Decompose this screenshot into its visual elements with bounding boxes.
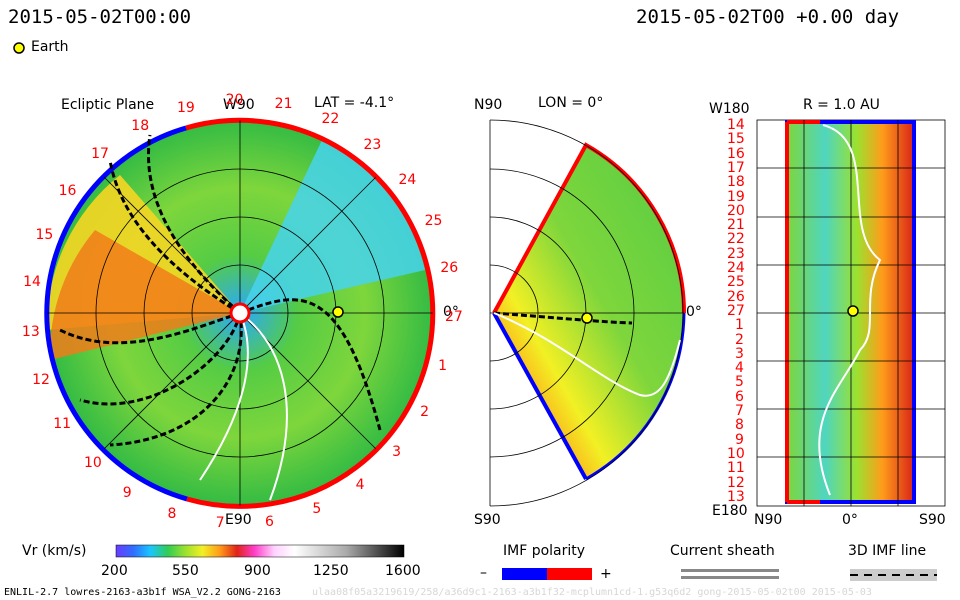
ecliptic-rotation-number: 7 (215, 515, 225, 532)
current-sheath-title: Current sheath (670, 543, 775, 559)
radial-rotation-number: 21 (727, 217, 745, 234)
vr-tick-550: 550 (172, 563, 199, 579)
radial-rotation-number: 25 (727, 274, 745, 291)
radial-rotation-number: 24 (727, 260, 745, 276)
ecliptic-rotation-number: 18 (131, 117, 150, 134)
vr-tick-1250: 1250 (313, 563, 349, 579)
radial-rotation-number: 5 (735, 374, 744, 391)
run-id: ulaa08f05a3219619/258/a36d9c1-2163-a3b1f… (312, 587, 872, 598)
ecliptic-rotation-number: 6 (264, 513, 274, 530)
ecliptic-lat-label: LAT = -4.1° (314, 95, 395, 111)
ecliptic-rotation-number: 21 (274, 96, 293, 113)
ecliptic-rotation-number: 26 (440, 259, 459, 276)
ecliptic-rotation-number: 23 (363, 136, 382, 153)
radial-rotation-number: 9 (735, 431, 744, 448)
ecliptic-rotation-number: 17 (91, 146, 109, 163)
radial-rotation-number: 1 (735, 317, 744, 334)
vr-colorbar (115, 544, 405, 558)
ecliptic-rotation-number: 8 (167, 505, 177, 522)
radial-rotation-number: 8 (735, 417, 744, 434)
imf-polarity-positive (547, 568, 592, 580)
radial-rotation-number: 22 (727, 231, 745, 248)
radial-rotation-number: 27 (727, 302, 745, 319)
ecliptic-right-label: 0° (443, 304, 459, 320)
imf-polarity-title: IMF polarity (503, 543, 586, 559)
vr-tick-200: 200 (101, 563, 128, 579)
ecliptic-rotation-number: 5 (312, 500, 322, 517)
current-sheath-swatch (681, 569, 779, 572)
radial-axis-n90: N90 (754, 512, 783, 528)
ecliptic-rotation-number: 22 (321, 111, 340, 128)
meridional-top-label: N90 (474, 97, 503, 113)
ecliptic-rotation-number: 3 (392, 444, 402, 460)
ecliptic-rotation-number: 10 (83, 454, 102, 471)
ecliptic-rotation-number: 12 (32, 371, 50, 388)
ecliptic-rotation-number: 9 (122, 485, 132, 502)
radial-rotation-number: 14 (727, 117, 745, 133)
imf-polarity-negative (502, 568, 547, 580)
ecliptic-rotation-number: 24 (398, 171, 417, 188)
ecliptic-rotation-number: 1 (438, 357, 447, 374)
earth-marker-radial (847, 305, 859, 317)
radial-rotation-number: 15 (727, 131, 745, 148)
model-info: ENLIL-2.7 lowres-2163-a3b1f WSA_V2.2 GON… (4, 587, 281, 598)
radial-rotation-number: 10 (727, 445, 745, 462)
imf-minus-label: – (480, 565, 487, 581)
radial-axis-s90: S90 (919, 512, 946, 528)
radial-rotation-number: 6 (735, 388, 744, 405)
radial-rotation-number: 16 (727, 145, 745, 162)
radial-bottom-left-label: E180 (712, 503, 748, 519)
radial-rotation-number: 20 (727, 202, 745, 219)
ecliptic-top-label: W90 (223, 97, 255, 113)
radial-rotation-number: 17 (727, 159, 745, 176)
earth-legend-dot (13, 42, 25, 54)
timestamp-left: 2015-05-02T00:00 (8, 6, 192, 28)
radial-strip-map (756, 119, 946, 507)
ecliptic-rotation-number: 16 (58, 183, 77, 200)
radial-rotation-number: 19 (727, 188, 745, 205)
ecliptic-rotation-number: 27 (444, 308, 463, 325)
radial-r-label: R = 1.0 AU (803, 97, 880, 113)
earth-marker-ecliptic (332, 306, 344, 318)
timestamp-right: 2015-05-02T00 +0.00 day (636, 6, 900, 28)
vr-legend-title: Vr (km/s) (22, 543, 87, 559)
earth-legend-label: Earth (31, 39, 69, 55)
radial-rotation-number: 12 (727, 474, 745, 491)
ecliptic-rotation-number: 11 (53, 416, 72, 433)
radial-rotation-number: 2 (735, 331, 744, 348)
meridional-lon-label: LON = 0° (538, 95, 604, 111)
radial-rotation-number: 13 (727, 488, 745, 505)
ecliptic-rotation-number: 13 (21, 323, 40, 340)
radial-rotation-number: 18 (727, 174, 745, 191)
ecliptic-rotation-number: 14 (23, 274, 41, 291)
radial-rotation-number: 4 (735, 360, 744, 377)
radial-rotation-number: 3 (735, 345, 744, 362)
radial-rotation-number: 7 (735, 403, 744, 419)
ecliptic-rotation-number: 4 (355, 476, 365, 493)
ecliptic-rotation-number: 20 (225, 92, 244, 109)
ecliptic-rotation-number: 2 (420, 403, 430, 420)
ecliptic-rotation-number: 19 (176, 99, 195, 116)
ecliptic-rotation-number: 25 (424, 213, 443, 230)
ecliptic-bottom-label: E90 (225, 512, 252, 528)
radial-rotation-number: 23 (727, 245, 745, 262)
imf-line-title: 3D IMF line (848, 543, 927, 559)
earth-marker-meridional (581, 312, 593, 324)
vr-tick-1600: 1600 (385, 563, 421, 579)
meridional-bottom-label: S90 (474, 512, 501, 528)
meridional-right-label: 0° (686, 304, 702, 320)
meridional-plane-map (489, 119, 686, 507)
vr-tick-900: 900 (244, 563, 271, 579)
radial-rotation-number: 26 (727, 288, 745, 305)
ecliptic-rotation-number: 15 (35, 226, 54, 243)
radial-rotation-number: 11 (727, 460, 745, 477)
radial-top-left-label: W180 (709, 101, 750, 117)
ecliptic-plane-map (44, 117, 436, 509)
imf-plus-label: + (600, 566, 612, 582)
radial-axis-0: 0° (842, 512, 858, 528)
ecliptic-title: Ecliptic Plane (61, 97, 155, 113)
